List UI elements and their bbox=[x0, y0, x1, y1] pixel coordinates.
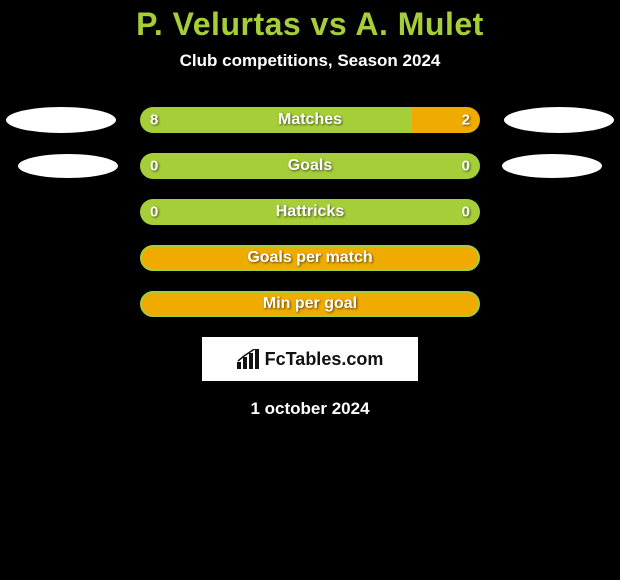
date-label: 1 october 2024 bbox=[0, 399, 620, 419]
stat-value-right: 2 bbox=[462, 112, 470, 129]
stat-label: Goals bbox=[140, 157, 480, 175]
stat-rows: 8 Matches 2 0 Goals 0 0 Hattricks 0 bbox=[0, 107, 620, 317]
stat-label: Goals per match bbox=[142, 249, 478, 267]
player-right-marker bbox=[502, 154, 602, 178]
stat-row-matches: 8 Matches 2 bbox=[0, 107, 620, 133]
site-logo-text: FcTables.com bbox=[237, 349, 384, 370]
stat-bar: Min per goal bbox=[140, 291, 480, 317]
stat-value-right: 0 bbox=[462, 158, 470, 175]
subtitle: Club competitions, Season 2024 bbox=[0, 51, 620, 71]
stat-bar: 0 Hattricks 0 bbox=[140, 199, 480, 225]
player-left-marker bbox=[18, 154, 118, 178]
stat-label: Min per goal bbox=[142, 295, 478, 313]
stat-row-min-per-goal: Min per goal bbox=[0, 291, 620, 317]
player-right-marker bbox=[504, 107, 614, 133]
player-left-marker bbox=[6, 107, 116, 133]
stat-row-hattricks: 0 Hattricks 0 bbox=[0, 199, 620, 225]
bar-segment-left bbox=[140, 107, 412, 133]
bar-chart-icon bbox=[237, 349, 259, 369]
site-brand-label: FcTables.com bbox=[265, 349, 384, 370]
stat-value-left: 0 bbox=[150, 158, 158, 175]
site-logo[interactable]: FcTables.com bbox=[202, 337, 418, 381]
stat-row-goals-per-match: Goals per match bbox=[0, 245, 620, 271]
stat-value-left: 8 bbox=[150, 112, 158, 129]
stat-label: Hattricks bbox=[140, 203, 480, 221]
stat-bar: 0 Goals 0 bbox=[140, 153, 480, 179]
stat-bar: 8 Matches 2 bbox=[140, 107, 480, 133]
page-title: P. Velurtas vs A. Mulet bbox=[0, 6, 620, 43]
stat-row-goals: 0 Goals 0 bbox=[0, 153, 620, 179]
stat-value-left: 0 bbox=[150, 204, 158, 221]
stat-bar: Goals per match bbox=[140, 245, 480, 271]
comparison-widget: P. Velurtas vs A. Mulet Club competition… bbox=[0, 0, 620, 580]
stat-value-right: 0 bbox=[462, 204, 470, 221]
